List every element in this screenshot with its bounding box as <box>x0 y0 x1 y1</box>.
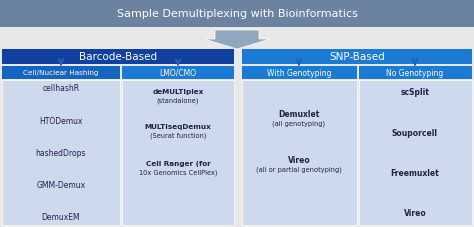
FancyBboxPatch shape <box>359 81 472 225</box>
Text: Cell Ranger (for: Cell Ranger (for <box>146 160 210 166</box>
Text: No Genotyping: No Genotyping <box>386 69 444 78</box>
Text: (Seurat function): (Seurat function) <box>150 132 206 139</box>
Text: scSplit: scSplit <box>401 88 429 97</box>
FancyBboxPatch shape <box>0 0 474 28</box>
Text: Souporcell: Souporcell <box>392 128 438 137</box>
Text: Vireo: Vireo <box>404 209 427 217</box>
Text: DemuxEM: DemuxEM <box>42 212 80 222</box>
Text: GMM-Demux: GMM-Demux <box>36 180 86 189</box>
Text: (all genotyping): (all genotyping) <box>273 120 326 127</box>
FancyBboxPatch shape <box>122 81 234 225</box>
Polygon shape <box>204 31 270 50</box>
FancyBboxPatch shape <box>2 81 120 225</box>
Text: Barcode-Based: Barcode-Based <box>79 52 157 62</box>
Text: Sample Demultiplexing with Bioinformatics: Sample Demultiplexing with Bioinformatic… <box>117 9 357 19</box>
Text: Cell/Nuclear Hashing: Cell/Nuclear Hashing <box>23 70 99 76</box>
Text: LMO/CMO: LMO/CMO <box>159 69 197 78</box>
FancyBboxPatch shape <box>242 81 357 225</box>
Text: Vireo: Vireo <box>288 156 310 165</box>
FancyBboxPatch shape <box>242 50 472 65</box>
FancyBboxPatch shape <box>2 50 234 65</box>
FancyBboxPatch shape <box>2 67 120 80</box>
Text: Freemuxlet: Freemuxlet <box>391 168 439 177</box>
Text: (standalone): (standalone) <box>157 97 199 104</box>
Text: hashedDrops: hashedDrops <box>36 148 86 157</box>
FancyBboxPatch shape <box>359 67 472 80</box>
Text: With Genotyping: With Genotyping <box>267 69 331 78</box>
Text: deMULTIplex: deMULTIplex <box>152 89 204 95</box>
Text: (all or partial genotyping): (all or partial genotyping) <box>256 166 342 173</box>
Text: SNP-Based: SNP-Based <box>329 52 385 62</box>
Text: HTODemux: HTODemux <box>39 116 83 125</box>
FancyBboxPatch shape <box>122 67 234 80</box>
Text: MULTIseqDemux: MULTIseqDemux <box>145 123 211 129</box>
Text: Demuxlet: Demuxlet <box>278 110 319 119</box>
FancyBboxPatch shape <box>242 67 357 80</box>
Text: cellhashR: cellhashR <box>43 84 80 93</box>
Text: 10x Genomics CellPlex): 10x Genomics CellPlex) <box>139 169 217 175</box>
